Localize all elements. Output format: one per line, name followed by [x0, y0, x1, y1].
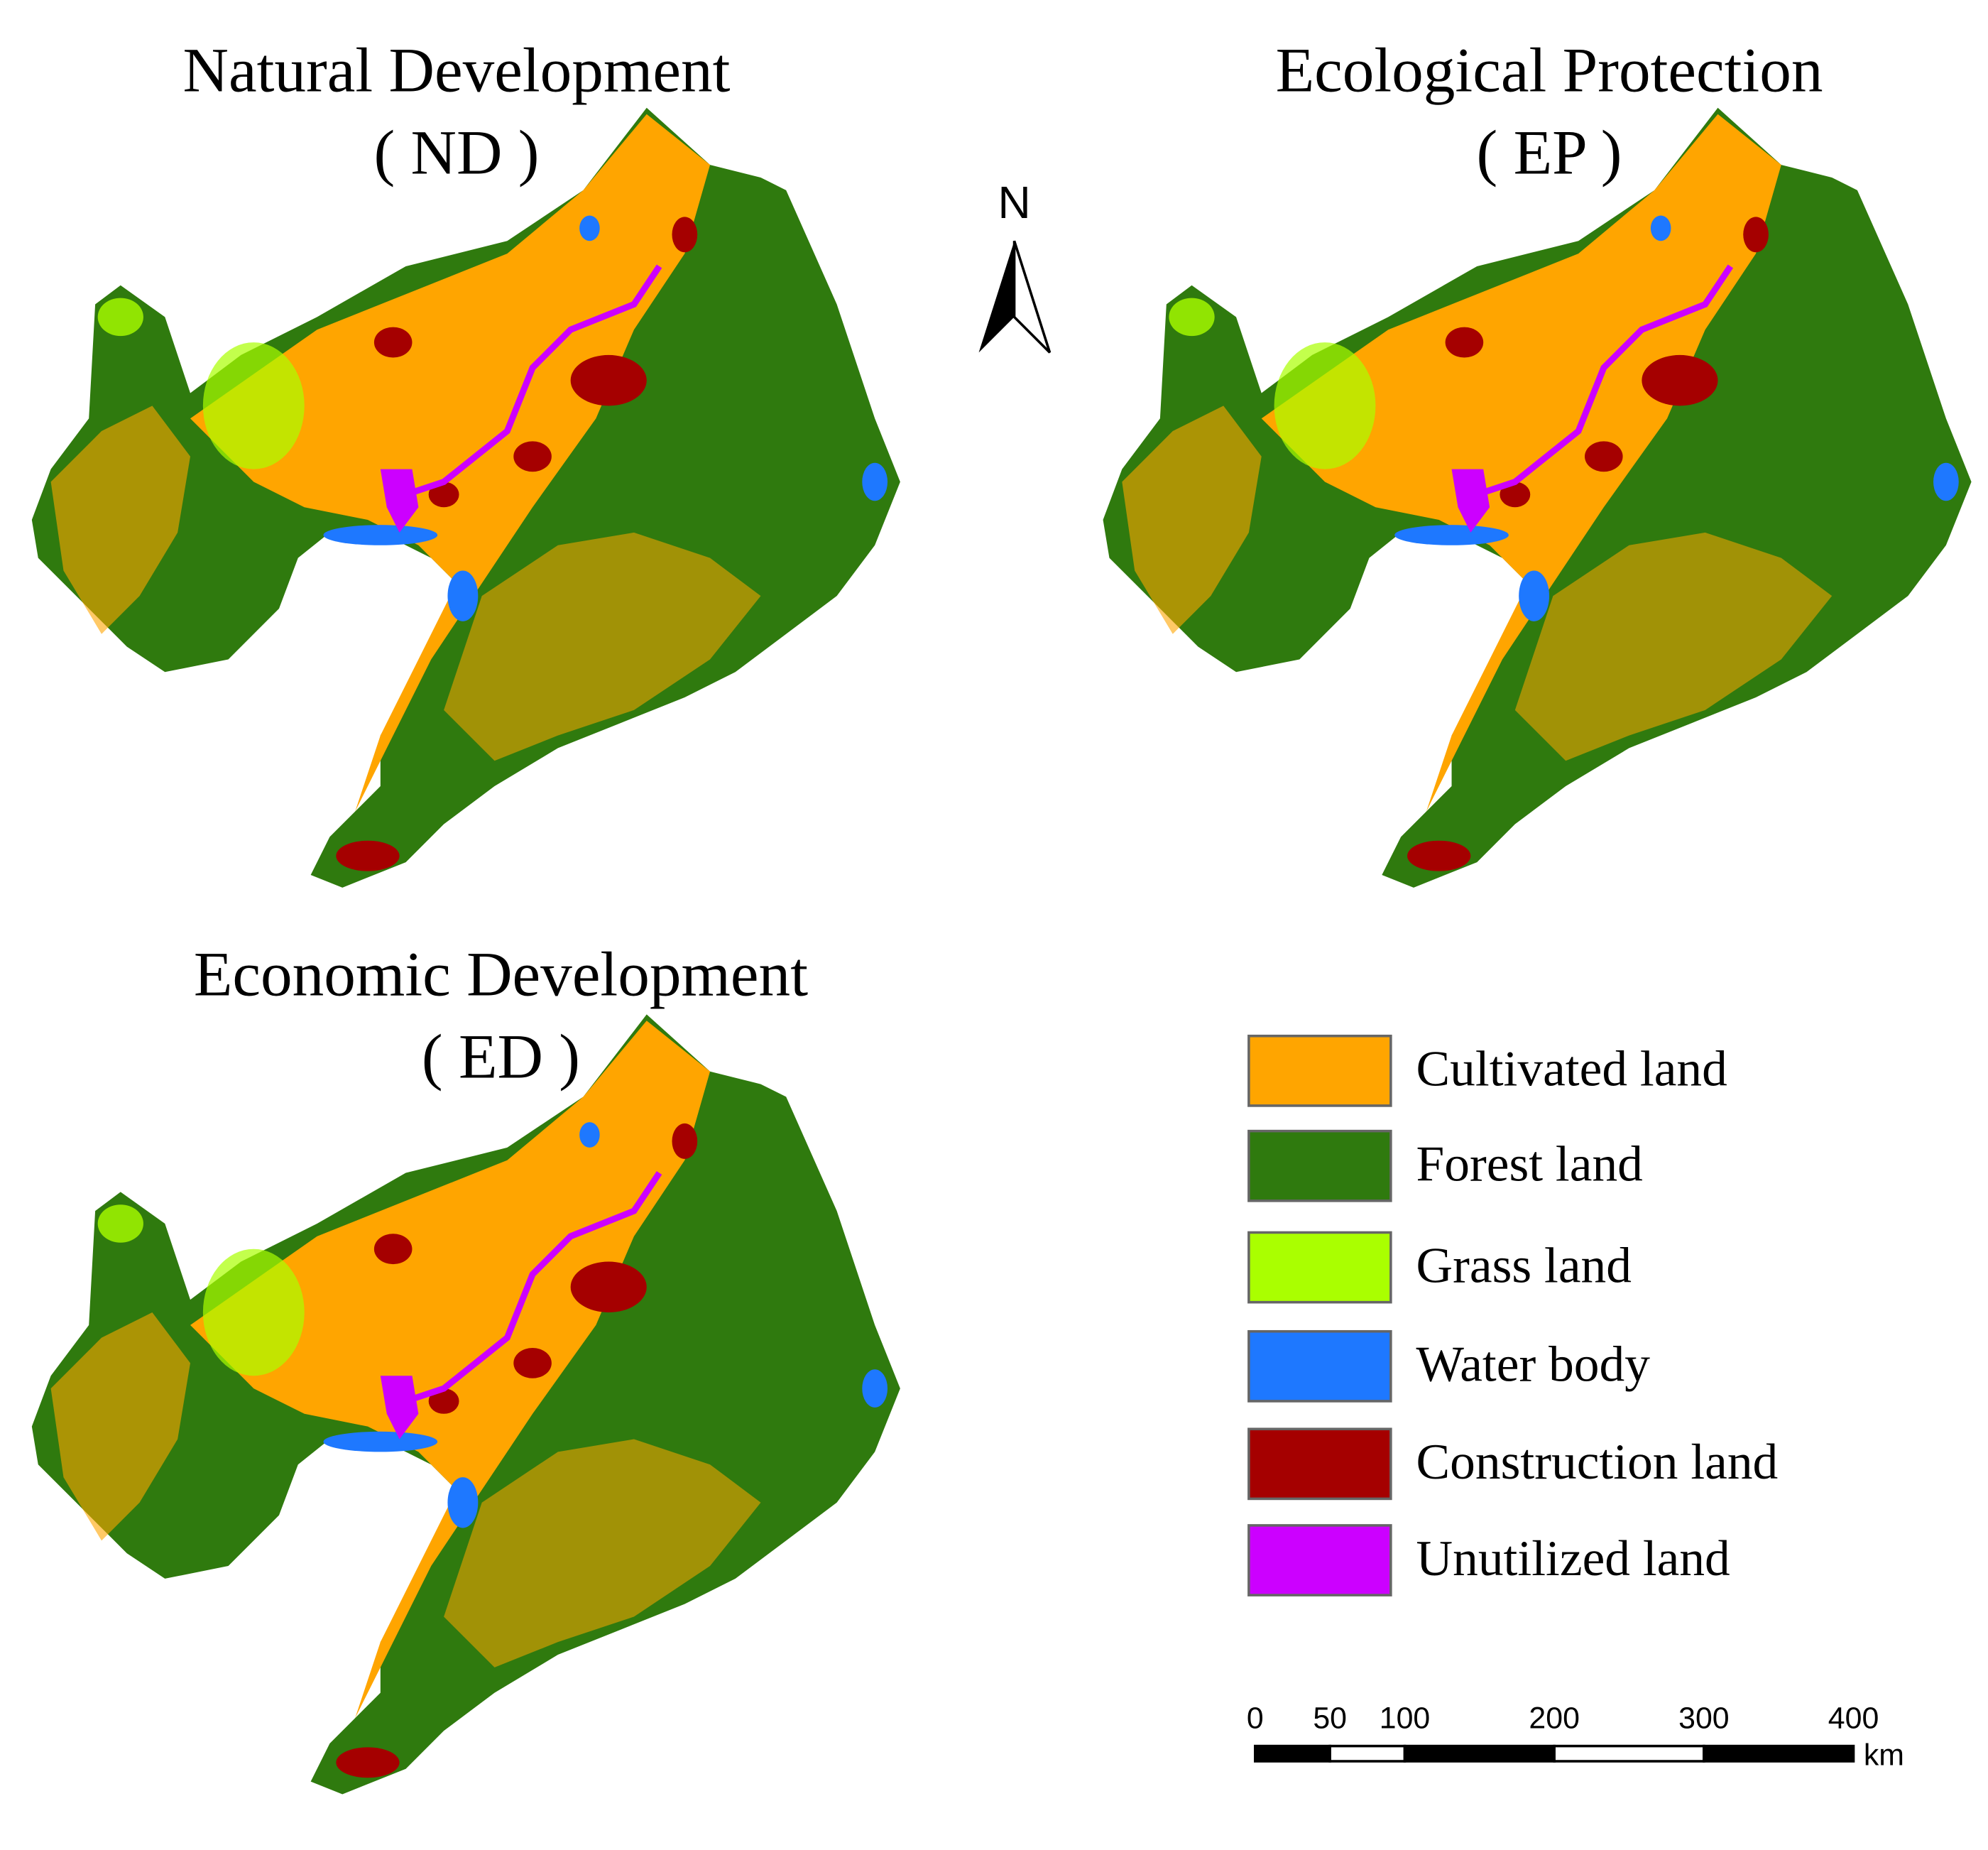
scale-label: 200 [1529, 1702, 1579, 1736]
panel-title: Ecological Protection [1276, 36, 1823, 106]
legend-label: Forest land [1416, 1136, 1643, 1192]
north-label: N [998, 177, 1030, 228]
scale-segment [1403, 1744, 1556, 1763]
legend-swatch [1247, 1427, 1392, 1501]
legend-swatch [1247, 1329, 1392, 1403]
scale-segment [1254, 1744, 1331, 1763]
scale-label: 100 [1380, 1702, 1430, 1736]
map-nd [32, 108, 900, 888]
scale-unit: km [1864, 1738, 1904, 1772]
map-ed [32, 1014, 900, 1794]
legend-swatch [1247, 1129, 1392, 1202]
legend-label: Construction land [1416, 1434, 1779, 1490]
scale-segment [1703, 1744, 1855, 1763]
panel-title: Natural Development [183, 36, 731, 106]
scale-label: 0 [1247, 1702, 1264, 1736]
panel-code: ( ND ) [373, 118, 539, 188]
scale-segment [1328, 1744, 1407, 1763]
legend-label: Grass land [1416, 1237, 1632, 1293]
map-ep [1103, 108, 1972, 888]
scale-label: 50 [1313, 1702, 1347, 1736]
legend-swatch [1247, 1034, 1392, 1107]
north-arrow: N [978, 177, 1052, 354]
legend: Cultivated land Forest land Grass land Wate… [1247, 1034, 1779, 1596]
legend-swatch [1247, 1231, 1392, 1304]
legend-label: Cultivated land [1416, 1041, 1727, 1097]
scale-segment [1553, 1744, 1705, 1763]
panel-title: Economic Development [194, 940, 808, 1010]
scale-label: 400 [1828, 1702, 1879, 1736]
legend-label: Unutilized land [1416, 1530, 1730, 1587]
scale-label: 300 [1678, 1702, 1729, 1736]
legend-label: Water body [1416, 1337, 1651, 1393]
panel-code: ( EP ) [1477, 118, 1622, 188]
panel-code: ( ED ) [422, 1022, 580, 1092]
legend-swatch [1247, 1524, 1392, 1596]
